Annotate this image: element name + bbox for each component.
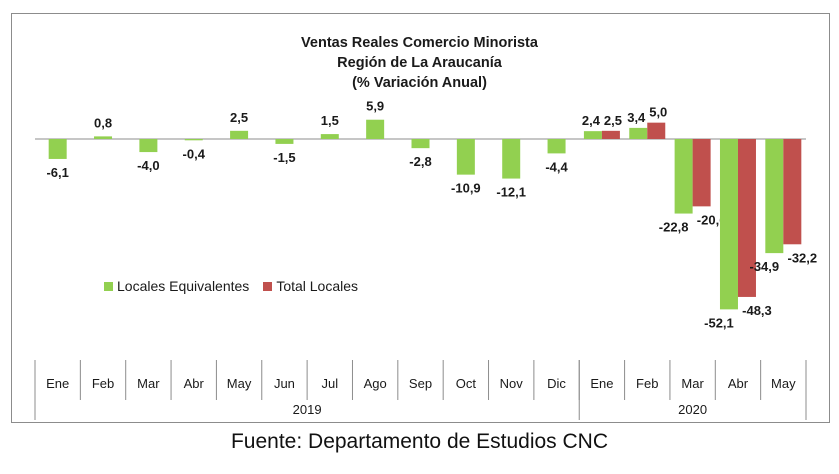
category-label-12: Ene xyxy=(590,376,613,391)
bar-locales-equivalentes-8 xyxy=(411,139,430,149)
data-label-locales-equivalentes-16: -34,9 xyxy=(750,259,780,274)
data-label-locales-equivalentes-10: -12,1 xyxy=(496,185,526,200)
group-label-2019: 2019 xyxy=(293,402,322,417)
data-label-total-locales-15: -48,3 xyxy=(742,303,772,318)
data-label-locales-equivalentes-8: -2,8 xyxy=(409,154,431,169)
bar-locales-equivalentes-4 xyxy=(230,130,249,139)
bar-total-locales-15 xyxy=(737,139,756,297)
bar-locales-equivalentes-11 xyxy=(547,139,566,154)
category-label-8: Sep xyxy=(409,376,432,391)
category-label-14: Mar xyxy=(681,376,704,391)
data-label-total-locales-13: 5,0 xyxy=(649,105,667,120)
data-label-locales-equivalentes-6: 1,5 xyxy=(321,113,339,128)
category-label-11: Dic xyxy=(547,376,566,391)
data-label-locales-equivalentes-5: -1,5 xyxy=(273,150,295,165)
bar-locales-equivalentes-12 xyxy=(583,131,602,139)
category-label-13: Feb xyxy=(636,376,658,391)
chart-title-line-1: Ventas Reales Comercio Minorista xyxy=(301,35,538,51)
data-label-locales-equivalentes-14: -22,8 xyxy=(659,220,689,235)
bar-locales-equivalentes-0 xyxy=(48,139,67,159)
legend-label-series-1: Locales Equivalentes xyxy=(117,278,250,294)
bar-locales-equivalentes-6 xyxy=(320,134,339,139)
category-label-3: Abr xyxy=(184,376,205,391)
data-label-total-locales-12: 2,5 xyxy=(604,113,622,128)
bar-total-locales-12 xyxy=(601,130,620,139)
data-label-locales-equivalentes-2: -4,0 xyxy=(137,158,159,173)
category-label-1: Feb xyxy=(92,376,114,391)
chart-title-line-3: (% Variación Anual) xyxy=(352,75,487,91)
source-note: Fuente: Departamento de Estudios CNC xyxy=(230,430,609,453)
data-label-locales-equivalentes-0: -6,1 xyxy=(46,165,68,180)
bar-locales-equivalentes-5 xyxy=(275,139,294,144)
bar-locales-equivalentes-9 xyxy=(456,139,475,175)
data-label-total-locales-14: -20,6 xyxy=(697,212,727,227)
category-label-2: Mar xyxy=(137,376,160,391)
legend-label-series-2: Total Locales xyxy=(276,278,359,294)
category-label-9: Oct xyxy=(456,376,477,391)
chart-legend: Locales Equivalentes Total Locales xyxy=(104,278,372,294)
bar-locales-equivalentes-13 xyxy=(629,127,648,139)
bar-total-locales-13 xyxy=(647,122,666,139)
data-label-locales-equivalentes-11: -4,4 xyxy=(545,159,568,174)
bar-total-locales-14 xyxy=(692,139,711,207)
bar-locales-equivalentes-14 xyxy=(674,139,693,214)
category-label-4: May xyxy=(227,376,252,391)
data-label-locales-equivalentes-15: -52,1 xyxy=(704,315,734,330)
bar-locales-equivalentes-10 xyxy=(502,139,521,179)
bar-total-locales-16 xyxy=(783,139,802,245)
legend-item-locales-equivalentes: Locales Equivalentes xyxy=(104,278,249,294)
bar-locales-equivalentes-7 xyxy=(366,119,385,139)
bar-locales-equivalentes-1 xyxy=(94,136,113,139)
category-label-16: May xyxy=(771,376,796,391)
data-label-locales-equivalentes-13: 3,4 xyxy=(627,110,646,125)
chart-title-line-2: Región de La Araucanía xyxy=(337,55,502,71)
data-label-locales-equivalentes-3: -0,4 xyxy=(183,146,206,161)
data-label-total-locales-16: -32,2 xyxy=(788,250,818,265)
legend-swatch-series-1 xyxy=(104,281,113,291)
category-label-7: Ago xyxy=(364,376,387,391)
category-label-0: Ene xyxy=(46,376,69,391)
bar-locales-equivalentes-16 xyxy=(765,139,784,254)
data-label-locales-equivalentes-4: 2,5 xyxy=(230,110,248,125)
legend-swatch-series-2 xyxy=(263,281,273,291)
data-label-locales-equivalentes-9: -10,9 xyxy=(451,181,481,196)
legend-item-total-locales: Total Locales xyxy=(263,278,358,294)
bar-locales-equivalentes-15 xyxy=(719,139,738,310)
bar-locales-equivalentes-2 xyxy=(139,139,158,153)
category-label-10: Nov xyxy=(500,376,524,391)
category-label-15: Abr xyxy=(728,376,749,391)
category-label-6: Jul xyxy=(321,376,338,391)
category-label-5: Jun xyxy=(274,376,295,391)
chart-frame xyxy=(11,13,830,423)
data-label-locales-equivalentes-1: 0,8 xyxy=(94,115,112,130)
bar-locales-equivalentes-3 xyxy=(184,139,203,141)
data-label-locales-equivalentes-12: 2,4 xyxy=(582,113,601,128)
group-label-2020: 2020 xyxy=(678,402,707,417)
data-label-locales-equivalentes-7: 5,9 xyxy=(366,99,384,114)
